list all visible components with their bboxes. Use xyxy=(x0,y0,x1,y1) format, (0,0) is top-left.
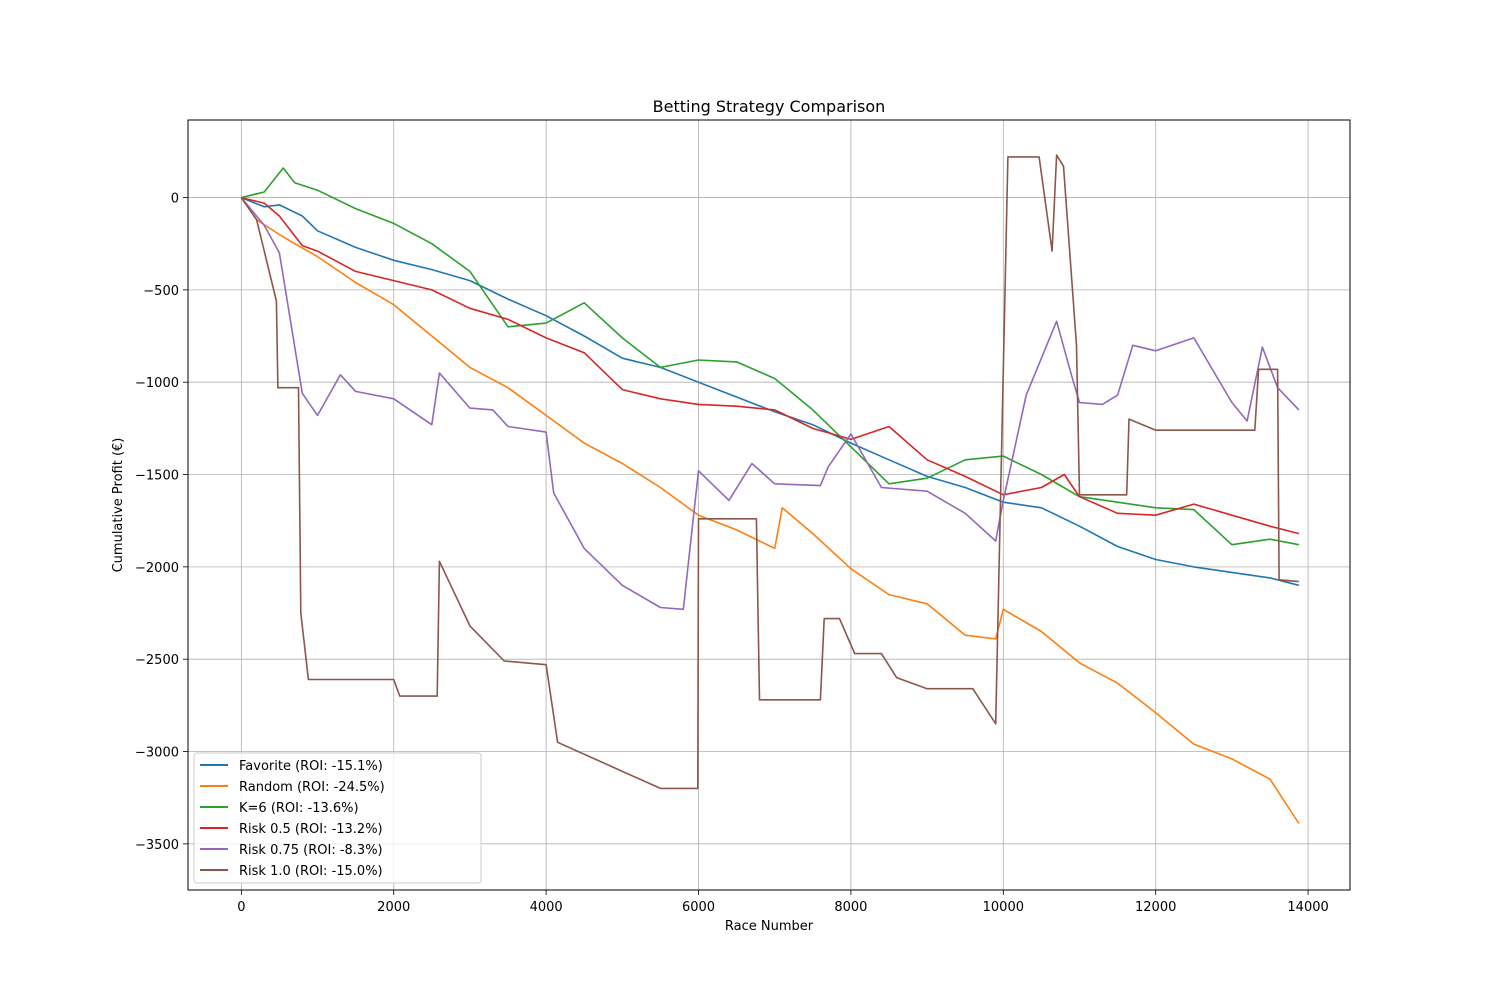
series-line-2 xyxy=(241,167,1300,546)
legend-label: Risk 0.5 (ROI: -13.2%) xyxy=(239,822,383,837)
y-tick-label: 0 xyxy=(171,192,179,207)
legend-label: Random (ROI: -24.5%) xyxy=(239,780,385,795)
x-tick-label: 6000 xyxy=(682,900,715,915)
series-lines xyxy=(240,154,1300,824)
series-line-4 xyxy=(240,197,1300,611)
plot-frame xyxy=(187,119,1351,891)
x-tick-label: 0 xyxy=(237,900,245,915)
x-tick-label: 8000 xyxy=(834,900,867,915)
legend: Favorite (ROI: -15.1%) Random (ROI: -24.5… xyxy=(193,752,482,884)
legend-label: K=6 (ROI: -13.6%) xyxy=(239,801,359,816)
y-tick-label: −2500 xyxy=(135,653,179,668)
series-line-1 xyxy=(240,197,1300,824)
y-tick-label: −500 xyxy=(143,284,179,299)
y-axis-label: Cumulative Profit (€) xyxy=(111,438,126,573)
legend-label: Risk 1.0 (ROI: -15.0%) xyxy=(239,864,383,879)
x-tick-label: 4000 xyxy=(530,900,563,915)
legend-box xyxy=(193,752,482,884)
y-tick-label: −3000 xyxy=(135,746,179,761)
x-tick-label: 10000 xyxy=(983,900,1024,915)
axis-ticks: 0 2000 4000 6000 8000 10000 12000 14000 0 −500 −10… xyxy=(135,192,1329,915)
legend-label: Favorite (ROI: -15.1%) xyxy=(239,759,383,774)
x-tick-label: 2000 xyxy=(377,900,410,915)
legend-label: Risk 0.75 (ROI: -8.3%) xyxy=(239,843,383,858)
y-tick-label: −1000 xyxy=(135,376,179,391)
grid xyxy=(188,120,1350,890)
series-line-0 xyxy=(241,196,1300,587)
x-tick-label: 12000 xyxy=(1135,900,1176,915)
y-tick-label: −3500 xyxy=(135,838,179,853)
chart-title: Betting Strategy Comparison xyxy=(653,97,886,116)
y-tick-label: −2000 xyxy=(135,561,179,576)
x-tick-label: 14000 xyxy=(1287,900,1328,915)
series-line-5 xyxy=(240,154,1299,790)
series-line-3 xyxy=(241,196,1300,535)
y-tick-label: −1500 xyxy=(135,469,179,484)
x-axis-label: Race Number xyxy=(725,919,814,934)
